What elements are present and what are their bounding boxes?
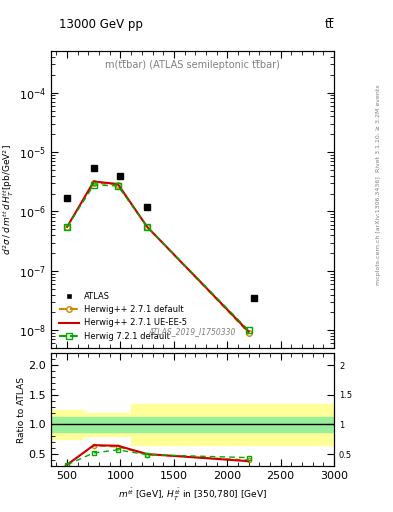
ATLAS xyxy=(92,164,96,170)
Y-axis label: $d^2\sigma\,/\,d\,m^{t\bar{t}}\,d\,H_T^{t\bar{t}}$[pb/GeV$^2$]: $d^2\sigma\,/\,d\,m^{t\bar{t}}\,d\,H_T^{… xyxy=(0,144,16,255)
ATLAS xyxy=(145,204,150,210)
Herwig++ 2.7.1 default xyxy=(246,330,251,336)
Y-axis label: Ratio to ATLAS: Ratio to ATLAS xyxy=(17,377,26,442)
ATLAS xyxy=(118,174,123,180)
ATLAS xyxy=(252,295,256,301)
Text: tt̅: tt̅ xyxy=(325,18,334,31)
Herwig++ 2.7.1 default xyxy=(116,182,120,188)
Herwig 7.2.1 default xyxy=(92,182,96,188)
Herwig++ 2.7.1 default xyxy=(65,224,70,230)
ATLAS xyxy=(65,195,70,201)
X-axis label: $m^{t\bar{t}}$ [GeV], $H_T^{t\bar{t}}$ in [350,780] [GeV]: $m^{t\bar{t}}$ [GeV], $H_T^{t\bar{t}}$ i… xyxy=(118,486,267,503)
Herwig++ 2.7.1 default xyxy=(145,224,150,230)
Herwig 7.2.1 default xyxy=(65,224,70,230)
Herwig++ 2.7.1 default xyxy=(92,180,96,186)
Herwig++ 2.7.1 UE-EE-5 xyxy=(65,224,70,230)
Text: Rivet 3.1.10, ≥ 3.2M events: Rivet 3.1.10, ≥ 3.2M events xyxy=(376,84,381,172)
Line: Herwig++ 2.7.1 UE-EE-5: Herwig++ 2.7.1 UE-EE-5 xyxy=(67,181,249,332)
Line: Herwig 7.2.1 default: Herwig 7.2.1 default xyxy=(64,182,252,333)
Herwig++ 2.7.1 UE-EE-5 xyxy=(145,224,150,230)
Legend: ATLAS, Herwig++ 2.7.1 default, Herwig++ 2.7.1 UE-EE-5, Herwig 7.2.1 default: ATLAS, Herwig++ 2.7.1 default, Herwig++ … xyxy=(55,289,190,344)
Text: 13000 GeV pp: 13000 GeV pp xyxy=(59,18,143,31)
Herwig 7.2.1 default xyxy=(116,183,120,189)
Line: Herwig++ 2.7.1 default: Herwig++ 2.7.1 default xyxy=(64,180,252,336)
Text: ATLAS_2019_I1750330: ATLAS_2019_I1750330 xyxy=(149,327,236,336)
Text: m(tt̅bar) (ATLAS semileptonic tt̅bar): m(tt̅bar) (ATLAS semileptonic tt̅bar) xyxy=(105,60,280,70)
Line: ATLAS: ATLAS xyxy=(64,164,257,302)
Herwig++ 2.7.1 UE-EE-5 xyxy=(116,181,120,187)
Herwig 7.2.1 default xyxy=(145,224,150,230)
Herwig 7.2.1 default xyxy=(246,327,251,333)
Herwig++ 2.7.1 UE-EE-5 xyxy=(246,329,251,335)
Herwig++ 2.7.1 UE-EE-5 xyxy=(92,178,96,184)
Text: mcplots.cern.ch [arXiv:1306.3436]: mcplots.cern.ch [arXiv:1306.3436] xyxy=(376,176,381,285)
